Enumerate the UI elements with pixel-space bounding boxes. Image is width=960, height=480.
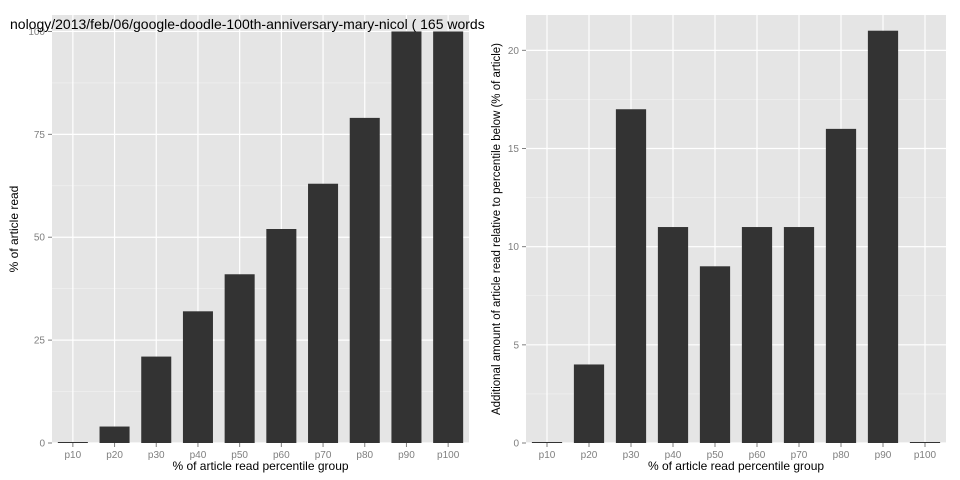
bar-p30 bbox=[615, 109, 647, 444]
x-tick-label: p60 bbox=[273, 450, 290, 461]
x-tick-label: p100 bbox=[437, 450, 460, 461]
bar-p70 bbox=[783, 227, 815, 443]
x-tick-label: p100 bbox=[914, 450, 937, 461]
y-axis-title: % of article read bbox=[7, 186, 21, 273]
x-tick-label: p20 bbox=[106, 450, 123, 461]
bar-p10 bbox=[57, 442, 88, 443]
bar-p80 bbox=[825, 128, 857, 443]
x-tick-label: p80 bbox=[833, 450, 850, 461]
x-tick-label: p40 bbox=[665, 450, 682, 461]
y-tick-label: 10 bbox=[508, 242, 520, 253]
right-chart-panel: 0 5 10 15 20 p10 p20 p30 p40 p50 p60 p70 p80 p90 p100%… bbox=[491, 15, 946, 473]
bar-p20 bbox=[99, 426, 130, 443]
bar-p90 bbox=[867, 30, 899, 444]
y-tick-label: 0 bbox=[39, 439, 45, 450]
bar-p20 bbox=[573, 364, 605, 443]
y-tick-label: 0 bbox=[513, 439, 519, 450]
x-tick-label: p80 bbox=[356, 450, 373, 461]
bar-p10 bbox=[531, 442, 563, 443]
x-tick-label: p30 bbox=[623, 450, 640, 461]
bar-p50 bbox=[224, 274, 255, 443]
bar-p90 bbox=[391, 31, 422, 443]
bar-p60 bbox=[741, 227, 773, 443]
y-tick-label: 100 bbox=[28, 27, 45, 38]
y-tick-label: 25 bbox=[34, 336, 46, 347]
bar-p60 bbox=[266, 229, 297, 443]
bar-p30 bbox=[141, 356, 172, 443]
chart-title: nology/2013/feb/06/google-doodle-100th-a… bbox=[10, 16, 485, 32]
y-tick-label: 5 bbox=[513, 340, 519, 351]
x-tick-label: p90 bbox=[875, 450, 892, 461]
x-tick-label: p90 bbox=[398, 450, 415, 461]
y-tick-label: 15 bbox=[508, 144, 520, 155]
y-tick-label: 50 bbox=[34, 233, 46, 244]
bar-p80 bbox=[349, 117, 380, 443]
x-axis-title: % of article read percentile group bbox=[648, 459, 824, 473]
x-tick-label: p10 bbox=[539, 450, 556, 461]
x-tick-label: p20 bbox=[581, 450, 598, 461]
x-tick-label: p40 bbox=[190, 450, 207, 461]
x-tick-label: p60 bbox=[749, 450, 766, 461]
x-tick-label: p50 bbox=[231, 450, 248, 461]
bar-p50 bbox=[699, 266, 731, 443]
bar-p40 bbox=[182, 311, 213, 443]
x-tick-label: p30 bbox=[148, 450, 165, 461]
x-tick-label: p70 bbox=[791, 450, 808, 461]
y-axis-title: Additional amount of article read relati… bbox=[491, 43, 503, 415]
y-tick-label: 75 bbox=[34, 130, 46, 141]
bar-p70 bbox=[308, 183, 339, 443]
x-tick-label: p70 bbox=[315, 450, 332, 461]
y-tick-label: 20 bbox=[508, 46, 520, 57]
x-axis-title: % of article read percentile group bbox=[172, 459, 348, 473]
bar-p100 bbox=[433, 31, 464, 443]
bar-p100 bbox=[909, 442, 941, 443]
left-chart-panel: 0 25 50 75 100 p10 p20 p30 p40 p50 p60 p70 p80 p90 p10… bbox=[7, 15, 469, 473]
x-tick-label: p10 bbox=[65, 450, 82, 461]
x-tick-label: p50 bbox=[707, 450, 724, 461]
bar-p40 bbox=[657, 227, 689, 443]
